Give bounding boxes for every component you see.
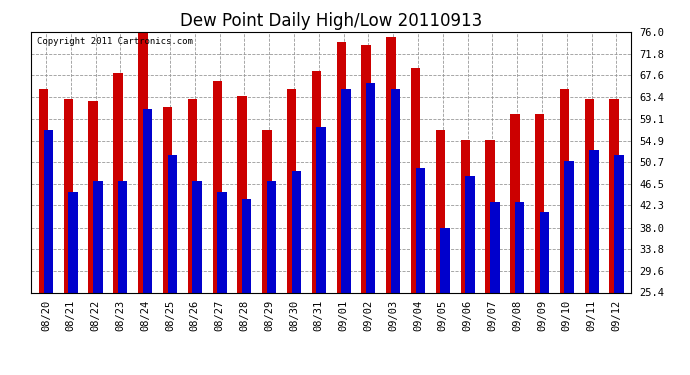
Bar bbox=[213, 81, 222, 375]
Bar bbox=[68, 192, 78, 375]
Bar bbox=[287, 88, 296, 375]
Bar bbox=[440, 228, 450, 375]
Bar bbox=[490, 202, 500, 375]
Bar bbox=[217, 192, 226, 375]
Bar bbox=[589, 150, 599, 375]
Bar bbox=[411, 68, 420, 375]
Bar bbox=[386, 37, 395, 375]
Bar bbox=[584, 99, 594, 375]
Bar bbox=[460, 140, 470, 375]
Bar bbox=[465, 176, 475, 375]
Bar bbox=[237, 96, 247, 375]
Bar bbox=[39, 88, 48, 375]
Bar bbox=[88, 101, 98, 375]
Bar bbox=[93, 181, 103, 375]
Bar bbox=[485, 140, 495, 375]
Bar bbox=[43, 130, 53, 375]
Bar bbox=[560, 88, 569, 375]
Bar bbox=[540, 212, 549, 375]
Bar bbox=[292, 171, 301, 375]
Bar bbox=[138, 32, 148, 375]
Bar bbox=[510, 114, 520, 375]
Bar bbox=[312, 70, 321, 375]
Bar bbox=[515, 202, 524, 375]
Bar bbox=[143, 109, 152, 375]
Bar bbox=[609, 99, 619, 375]
Bar bbox=[564, 160, 574, 375]
Bar bbox=[193, 181, 202, 375]
Bar bbox=[188, 99, 197, 375]
Bar bbox=[262, 130, 272, 375]
Bar bbox=[342, 88, 351, 375]
Bar bbox=[267, 181, 276, 375]
Bar bbox=[362, 45, 371, 375]
Bar bbox=[366, 83, 375, 375]
Bar bbox=[163, 106, 172, 375]
Bar bbox=[415, 168, 425, 375]
Bar bbox=[436, 130, 445, 375]
Bar bbox=[113, 73, 123, 375]
Bar bbox=[242, 199, 251, 375]
Bar bbox=[168, 156, 177, 375]
Bar bbox=[535, 114, 544, 375]
Bar bbox=[63, 99, 73, 375]
Bar bbox=[337, 42, 346, 375]
Bar bbox=[118, 181, 128, 375]
Title: Dew Point Daily High/Low 20110913: Dew Point Daily High/Low 20110913 bbox=[180, 12, 482, 30]
Bar bbox=[317, 127, 326, 375]
Bar bbox=[614, 156, 624, 375]
Text: Copyright 2011 Cartronics.com: Copyright 2011 Cartronics.com bbox=[37, 37, 193, 46]
Bar bbox=[391, 88, 400, 375]
